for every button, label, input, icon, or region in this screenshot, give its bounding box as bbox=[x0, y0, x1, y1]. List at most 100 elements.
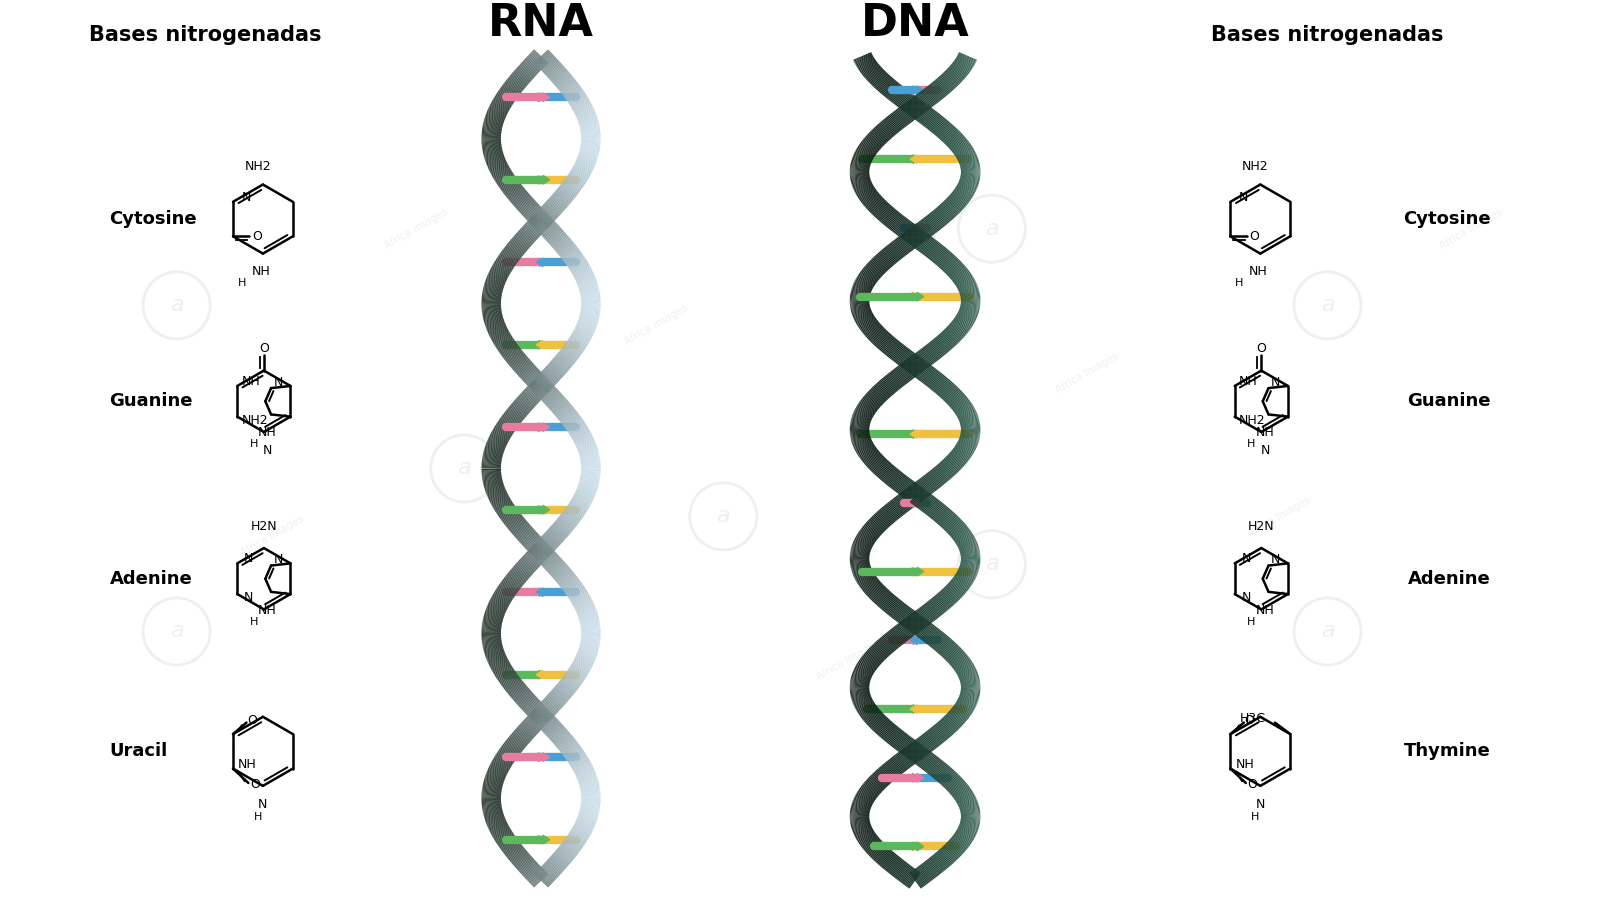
Text: Adenine: Adenine bbox=[1408, 570, 1491, 588]
Text: N: N bbox=[1261, 444, 1270, 456]
Text: Uracil: Uracil bbox=[109, 742, 168, 760]
Polygon shape bbox=[542, 505, 550, 514]
Polygon shape bbox=[910, 705, 917, 714]
Polygon shape bbox=[917, 567, 923, 576]
Text: Africa Images: Africa Images bbox=[622, 302, 690, 346]
Text: H2N: H2N bbox=[251, 520, 277, 534]
Text: H: H bbox=[1251, 812, 1259, 822]
Polygon shape bbox=[917, 86, 923, 94]
Text: Africa Images: Africa Images bbox=[382, 206, 450, 251]
Text: O: O bbox=[1248, 778, 1258, 791]
Text: H: H bbox=[1246, 616, 1256, 626]
Polygon shape bbox=[910, 223, 917, 232]
Text: Africa Images: Africa Images bbox=[238, 513, 306, 558]
Text: Bases nitrogenadas: Bases nitrogenadas bbox=[90, 24, 322, 44]
Text: Africa Images: Africa Images bbox=[814, 638, 882, 682]
Text: N: N bbox=[1242, 552, 1251, 565]
Text: NH: NH bbox=[258, 427, 277, 439]
Text: O: O bbox=[1256, 342, 1266, 355]
Text: Guanine: Guanine bbox=[109, 392, 194, 410]
Text: N: N bbox=[274, 553, 283, 566]
Text: NH: NH bbox=[1256, 604, 1274, 617]
Text: NH2: NH2 bbox=[1242, 160, 1269, 173]
Text: N: N bbox=[1256, 797, 1266, 811]
Polygon shape bbox=[910, 429, 917, 438]
Polygon shape bbox=[917, 292, 923, 301]
Text: NH: NH bbox=[1238, 374, 1258, 388]
Polygon shape bbox=[533, 835, 539, 844]
Polygon shape bbox=[907, 86, 914, 94]
Text: N: N bbox=[245, 552, 253, 565]
Text: NH: NH bbox=[1256, 427, 1274, 439]
Polygon shape bbox=[907, 842, 914, 850]
Text: Africa Images: Africa Images bbox=[1438, 206, 1504, 251]
Text: Cytosine: Cytosine bbox=[109, 210, 197, 228]
Text: N: N bbox=[1270, 375, 1280, 389]
Text: a: a bbox=[717, 507, 730, 526]
Polygon shape bbox=[542, 176, 550, 184]
Polygon shape bbox=[539, 670, 546, 679]
Polygon shape bbox=[910, 155, 917, 164]
Text: a: a bbox=[986, 219, 998, 238]
Text: H: H bbox=[250, 439, 258, 449]
Text: N: N bbox=[245, 591, 253, 605]
Text: a: a bbox=[170, 622, 184, 642]
Polygon shape bbox=[917, 773, 923, 782]
Polygon shape bbox=[914, 705, 920, 714]
Polygon shape bbox=[533, 505, 539, 514]
Polygon shape bbox=[907, 499, 914, 507]
Text: NH2: NH2 bbox=[245, 160, 272, 173]
Polygon shape bbox=[907, 567, 914, 576]
Polygon shape bbox=[539, 258, 546, 266]
Polygon shape bbox=[914, 429, 920, 438]
Text: Africa Images: Africa Images bbox=[1054, 350, 1122, 395]
Polygon shape bbox=[536, 258, 542, 266]
Text: H2N: H2N bbox=[1248, 520, 1275, 534]
Polygon shape bbox=[907, 292, 914, 301]
Text: NH: NH bbox=[258, 604, 277, 617]
Text: N: N bbox=[242, 192, 251, 204]
Text: Thymine: Thymine bbox=[1403, 742, 1491, 760]
Text: NH2: NH2 bbox=[242, 414, 267, 427]
Text: H3C: H3C bbox=[1240, 712, 1266, 725]
Polygon shape bbox=[536, 340, 542, 349]
Text: H: H bbox=[1235, 278, 1243, 288]
Text: NH: NH bbox=[1250, 266, 1267, 278]
Polygon shape bbox=[917, 842, 923, 850]
Text: NH: NH bbox=[242, 374, 261, 388]
Text: O: O bbox=[1245, 715, 1254, 727]
Polygon shape bbox=[910, 636, 917, 644]
Text: O: O bbox=[250, 778, 261, 791]
Text: H: H bbox=[250, 616, 258, 626]
Polygon shape bbox=[914, 223, 920, 232]
Text: N: N bbox=[274, 375, 283, 389]
Text: RNA: RNA bbox=[488, 2, 594, 44]
Polygon shape bbox=[542, 423, 550, 431]
Text: O: O bbox=[1250, 230, 1259, 243]
Text: Adenine: Adenine bbox=[109, 570, 192, 588]
Text: N: N bbox=[1270, 553, 1280, 566]
Text: a: a bbox=[986, 554, 998, 574]
Polygon shape bbox=[539, 588, 546, 597]
Text: O: O bbox=[248, 715, 258, 727]
Polygon shape bbox=[542, 752, 550, 761]
Text: Bases nitrogenadas: Bases nitrogenadas bbox=[1211, 24, 1443, 44]
Polygon shape bbox=[536, 588, 542, 597]
Polygon shape bbox=[542, 93, 550, 102]
Text: N: N bbox=[1242, 591, 1251, 605]
Text: Guanine: Guanine bbox=[1406, 392, 1491, 410]
Text: O: O bbox=[253, 230, 262, 243]
Text: N: N bbox=[262, 444, 272, 456]
Text: O: O bbox=[259, 342, 269, 355]
Text: H: H bbox=[1246, 439, 1256, 449]
Polygon shape bbox=[914, 155, 920, 164]
Text: N: N bbox=[1238, 192, 1248, 204]
Text: DNA: DNA bbox=[861, 2, 970, 44]
Polygon shape bbox=[917, 499, 923, 507]
Text: NH: NH bbox=[238, 759, 256, 771]
Polygon shape bbox=[542, 835, 550, 844]
Polygon shape bbox=[533, 423, 539, 431]
Polygon shape bbox=[533, 752, 539, 761]
Text: H: H bbox=[238, 278, 246, 288]
Polygon shape bbox=[907, 773, 914, 782]
